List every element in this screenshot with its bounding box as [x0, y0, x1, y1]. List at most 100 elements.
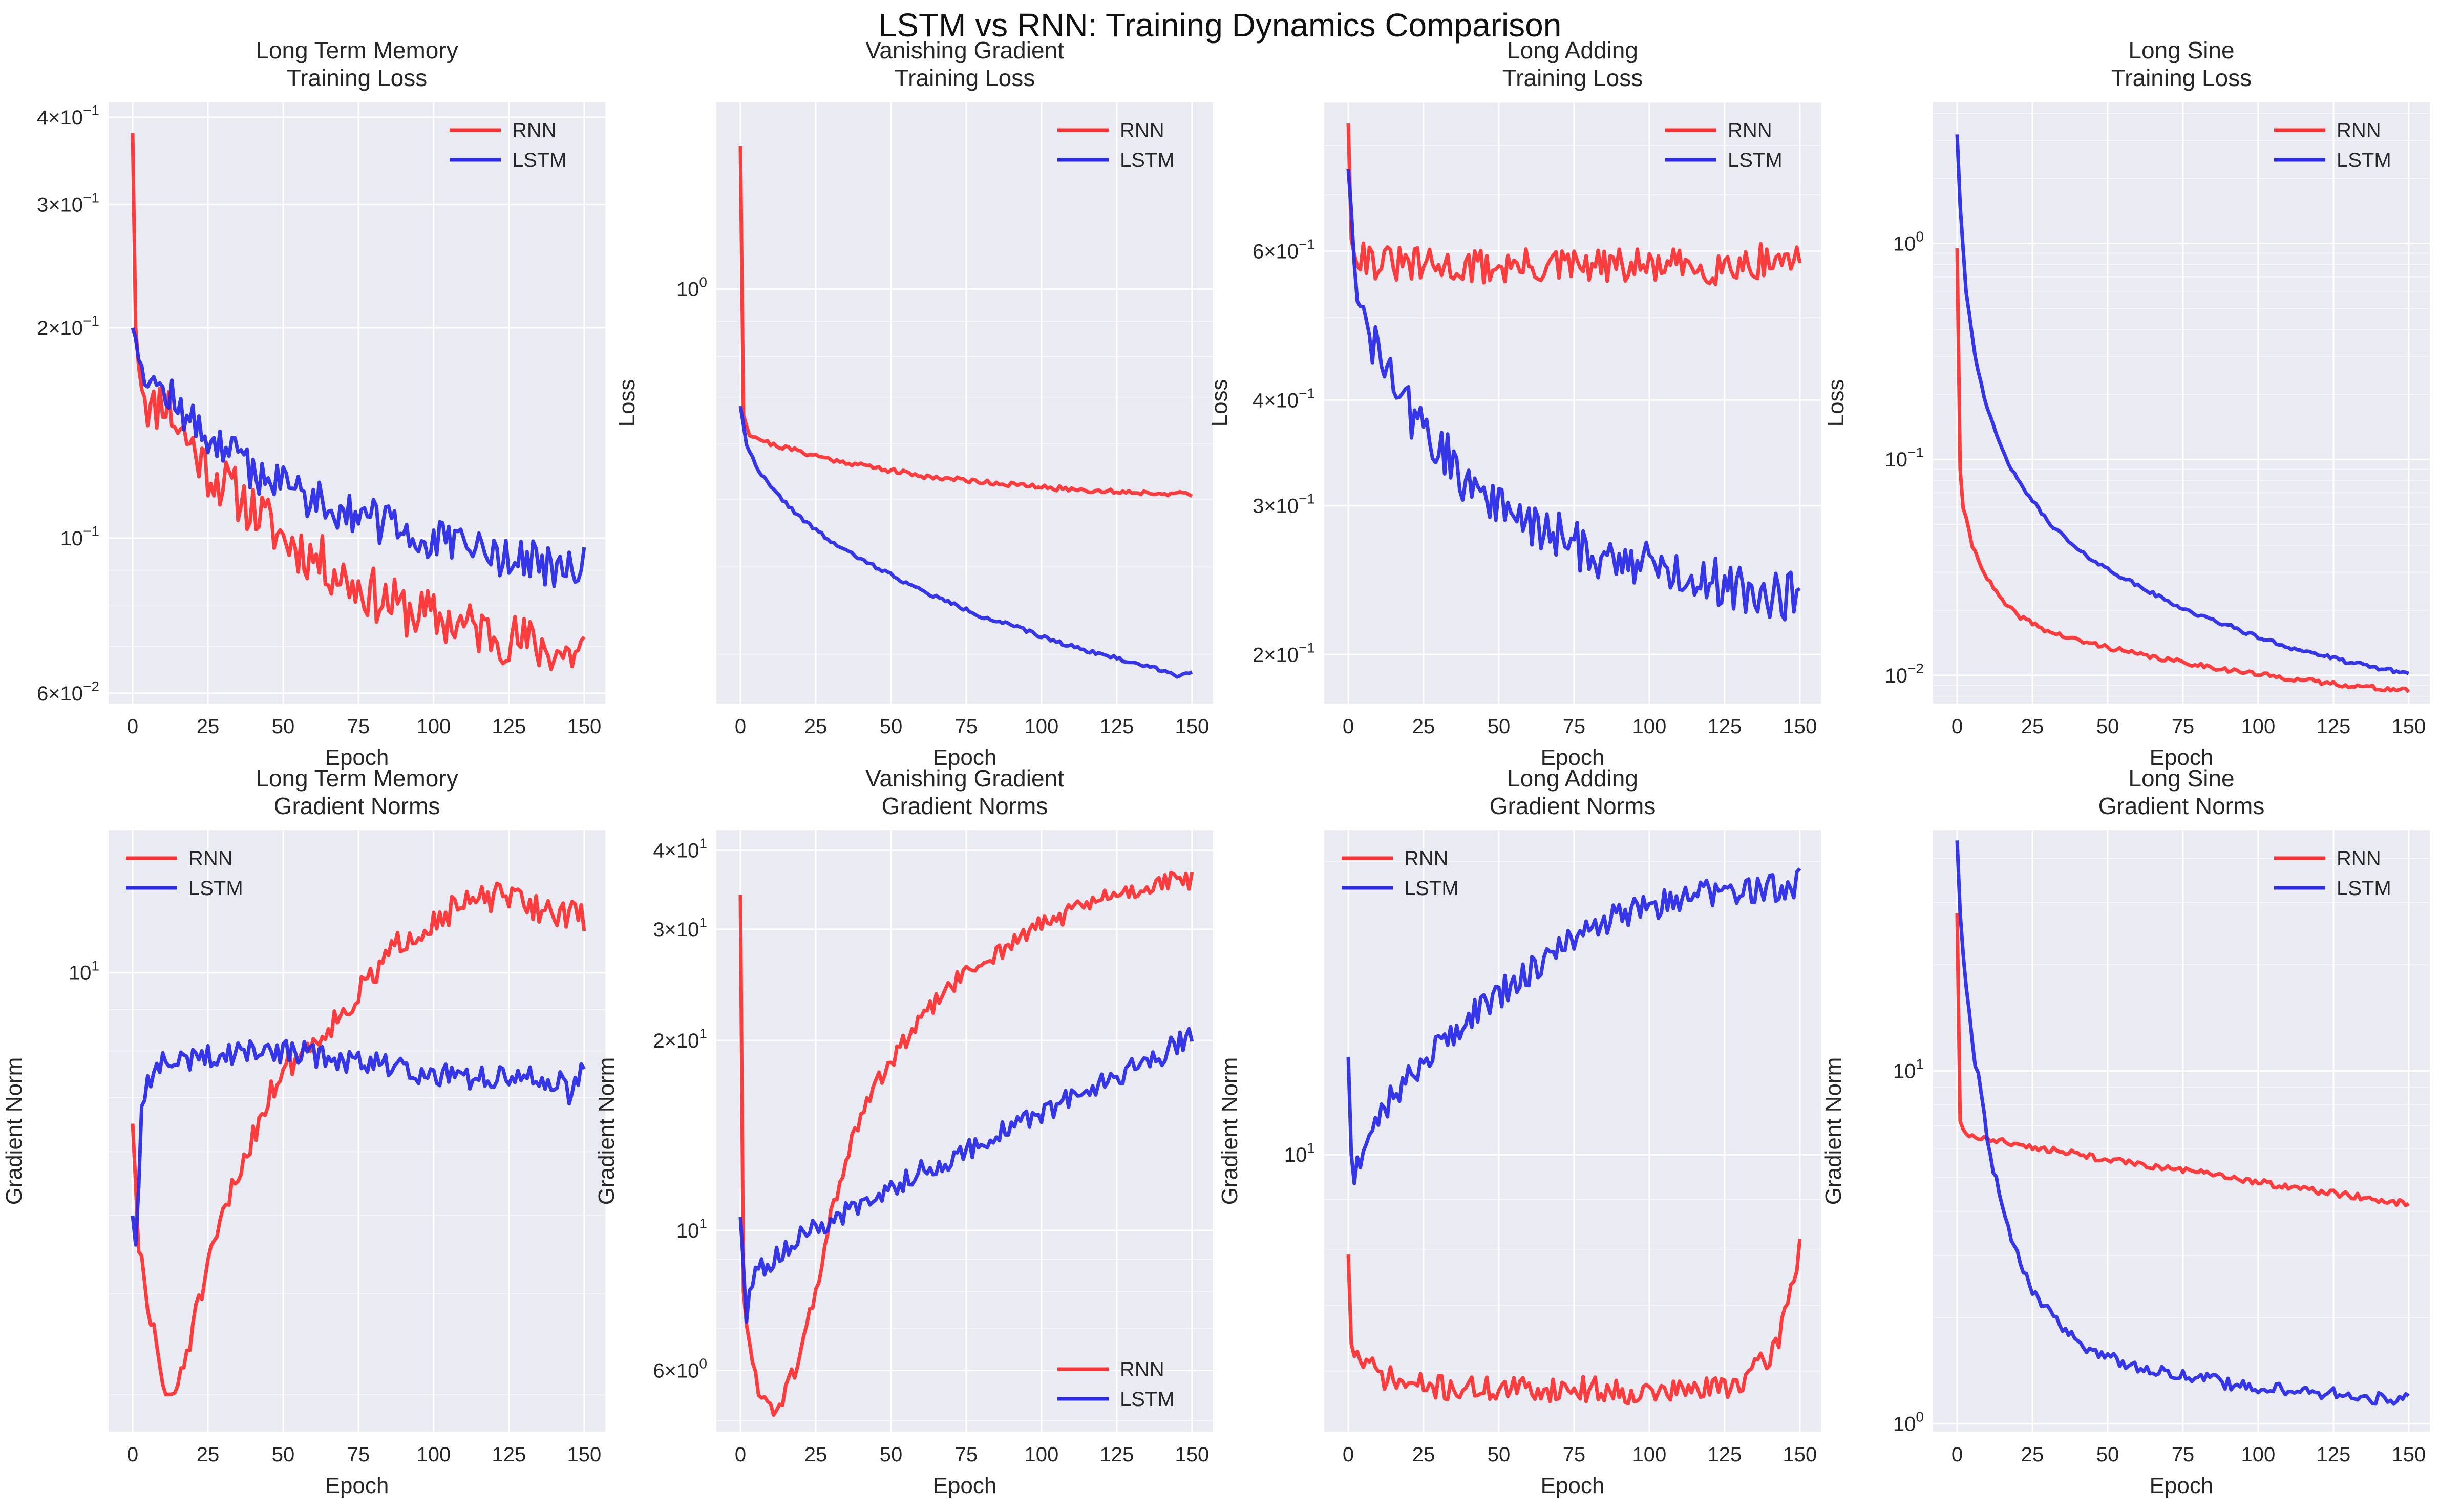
- x-tick-label: 100: [2241, 1443, 2276, 1466]
- y-axis-label: Gradient Norm: [2, 1057, 27, 1205]
- legend: RNN LSTM: [2274, 119, 2391, 172]
- subplot-title: Gradient Norms: [882, 793, 1048, 819]
- x-tick-label: 150: [1175, 1443, 1209, 1466]
- x-tick-label: 125: [1708, 715, 1742, 738]
- x-tick-label: 25: [197, 1443, 220, 1466]
- x-tick-label: 75: [347, 715, 370, 738]
- legend-label-lstm: LSTM: [2337, 149, 2391, 172]
- legend-label-lstm: LSTM: [2337, 877, 2391, 900]
- y-tick-label: 6×10−1: [1253, 237, 1315, 263]
- subplot-6: 0 25 50 75 100 125 150 6×100 101 2×101 3×101 4×101 V…: [594, 765, 1213, 1498]
- x-tick-label: 50: [272, 1443, 295, 1466]
- x-tick-label: 75: [1563, 715, 1586, 738]
- subplot-title: Vanishing Gradient: [865, 765, 1064, 792]
- x-tick-label: 125: [492, 1443, 526, 1466]
- legend: RNN LSTM: [1665, 119, 1783, 172]
- x-tick-label: 50: [880, 1443, 903, 1466]
- legend-label-lstm: LSTM: [1120, 1388, 1175, 1411]
- legend-label-lstm: LSTM: [1728, 149, 1783, 172]
- y-tick-label: 101: [1893, 1056, 1924, 1082]
- y-axis-label: Loss: [1823, 379, 1849, 427]
- legend: RNN LSTM: [1057, 119, 1175, 172]
- subplot-title: Long Sine: [2128, 37, 2234, 63]
- legend-label-lstm: LSTM: [1120, 149, 1175, 172]
- y-tick-label: 3×10−1: [37, 190, 99, 217]
- x-tick-label: 0: [1951, 1443, 1963, 1466]
- legend-label-rnn: RNN: [1120, 1358, 1164, 1381]
- x-tick-label: 50: [2096, 715, 2119, 738]
- legend-label-rnn: RNN: [512, 119, 557, 142]
- subplot-title: Long Adding: [1507, 765, 1638, 792]
- x-tick-label: 75: [955, 715, 978, 738]
- x-tick-label: 100: [2241, 715, 2276, 738]
- plot-area: [716, 830, 1213, 1432]
- plot-area: [1324, 830, 1821, 1432]
- series-line-lstm: [131, 327, 586, 588]
- y-axis-label: Gradient Norm: [1217, 1057, 1242, 1205]
- series-line-lstm: [738, 1027, 1194, 1324]
- series-line-lstm: [1346, 867, 1801, 1185]
- subplot-title: Training Loss: [287, 65, 427, 91]
- x-tick-label: 75: [347, 1443, 370, 1466]
- x-axis-label: Epoch: [325, 1473, 389, 1498]
- subplot-2: 0 25 50 75 100 125 150 100 Vanishing GradientTra…: [614, 37, 1213, 770]
- series-line-lstm: [1346, 169, 1801, 622]
- series-line-lstm: [1955, 134, 2410, 675]
- legend: RNN LSTM: [450, 119, 567, 172]
- x-tick-label: 100: [1632, 1443, 1667, 1466]
- legend-label-rnn: RNN: [188, 847, 233, 870]
- x-tick-label: 50: [1488, 715, 1511, 738]
- y-tick-label: 101: [676, 1216, 707, 1242]
- y-axis-label: Gradient Norm: [1821, 1057, 1846, 1205]
- x-tick-label: 75: [1563, 1443, 1586, 1466]
- x-tick-label: 75: [955, 1443, 978, 1466]
- x-tick-label: 150: [1783, 1443, 1817, 1466]
- series-line-lstm: [1955, 840, 2410, 1406]
- y-tick-label: 3×10−1: [1253, 491, 1315, 518]
- x-tick-label: 25: [2021, 1443, 2044, 1466]
- y-tick-label: 2×10−1: [1253, 640, 1315, 666]
- series-line-rnn: [738, 870, 1194, 1417]
- y-tick-label: 3×101: [653, 914, 707, 941]
- x-tick-label: 0: [127, 1443, 138, 1466]
- subplot-title: Vanishing Gradient: [865, 37, 1064, 63]
- x-tick-label: 25: [1412, 1443, 1435, 1466]
- series-line-rnn: [131, 881, 586, 1397]
- x-tick-label: 25: [804, 1443, 828, 1466]
- subplot-3: 0 25 50 75 100 125 150 2×10−1 3×10−1 4×10−1 6×10−1…: [1207, 37, 1821, 770]
- legend: RNN LSTM: [126, 847, 243, 900]
- x-axis-label: Epoch: [2150, 745, 2214, 770]
- series-line-rnn: [738, 146, 1193, 498]
- y-tick-label: 4×10−1: [1253, 385, 1315, 412]
- x-tick-label: 0: [735, 715, 746, 738]
- subplot-title: Gradient Norms: [2098, 793, 2265, 819]
- y-axis-label: Loss: [614, 379, 640, 427]
- x-tick-label: 100: [1632, 715, 1667, 738]
- x-tick-label: 100: [417, 715, 451, 738]
- x-tick-label: 100: [1025, 715, 1059, 738]
- x-tick-label: 125: [492, 715, 526, 738]
- legend-label-lstm: LSTM: [188, 877, 243, 900]
- subplot-title: Long Adding: [1507, 37, 1638, 63]
- subplot-title: Long Term Memory: [256, 765, 458, 792]
- plot-area: [716, 102, 1213, 704]
- y-tick-label: 2×101: [653, 1026, 707, 1052]
- subplot-title: Training Loss: [2111, 65, 2252, 91]
- x-tick-label: 50: [272, 715, 295, 738]
- x-tick-label: 25: [804, 715, 828, 738]
- x-tick-label: 125: [2317, 1443, 2351, 1466]
- legend-label-rnn: RNN: [2337, 847, 2381, 870]
- x-tick-label: 75: [2172, 715, 2195, 738]
- y-tick-label: 4×101: [653, 836, 707, 862]
- legend-label-rnn: RNN: [1728, 119, 1772, 142]
- x-axis-label: Epoch: [1541, 1473, 1605, 1498]
- y-tick-label: 6×100: [653, 1356, 707, 1382]
- x-axis-label: Epoch: [1541, 745, 1605, 770]
- x-tick-label: 0: [1343, 715, 1354, 738]
- y-axis-label: Gradient Norm: [594, 1057, 619, 1205]
- subplot-title: Gradient Norms: [274, 793, 440, 819]
- x-tick-label: 125: [1100, 715, 1134, 738]
